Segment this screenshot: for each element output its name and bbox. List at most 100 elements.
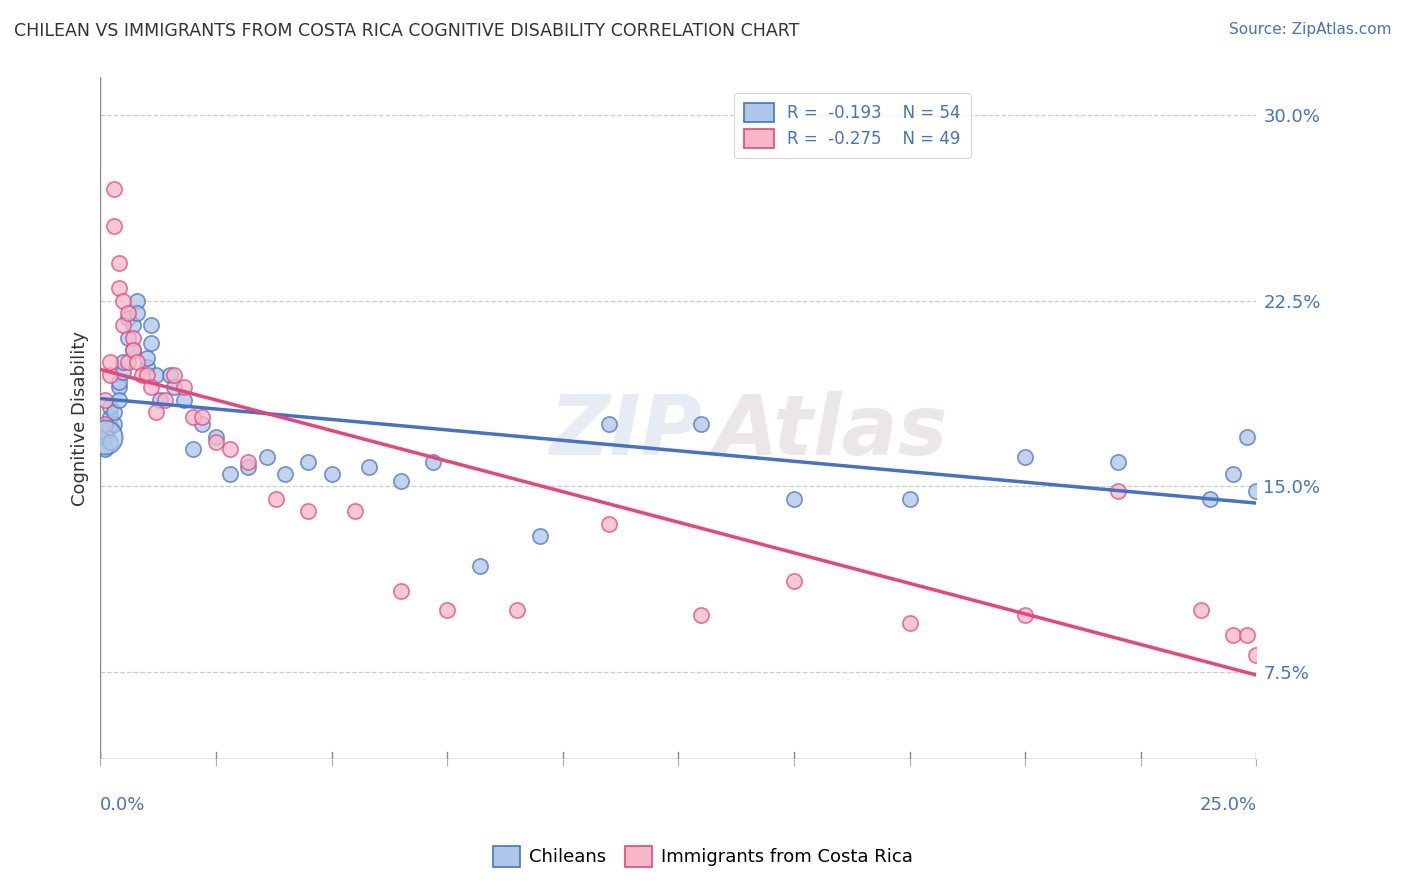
Point [191,417,214,432]
Point [127,355,149,369]
Point [783,491,806,506]
Point [121,343,143,357]
Text: ZIP: ZIP [548,392,702,473]
Point [159,368,181,382]
Point [357,459,380,474]
Point [389,475,412,489]
Point [153,392,176,407]
Point [94,430,117,444]
Text: 25.0%: 25.0% [1199,797,1257,814]
Point [529,529,551,543]
Point [436,603,458,617]
Text: CHILEAN VS IMMIGRANTS FROM COSTA RICA COGNITIVE DISABILITY CORRELATION CHART: CHILEAN VS IMMIGRANTS FROM COSTA RICA CO… [14,22,800,40]
Point [181,442,204,457]
Point [103,182,125,196]
Legend: Chileans, Immigrants from Costa Rica: Chileans, Immigrants from Costa Rica [486,838,920,874]
Point [1315,698,1337,712]
Point [117,355,139,369]
Point [256,450,278,464]
Point [108,392,131,407]
Point [1254,657,1277,672]
Point [117,331,139,345]
Y-axis label: Cognitive Disability: Cognitive Disability [72,331,89,506]
Point [218,442,240,457]
Point [145,368,167,382]
Point [141,335,163,350]
Point [1291,682,1313,697]
Point [238,459,260,474]
Point [1254,484,1277,499]
Point [1246,648,1268,662]
Point [264,491,287,506]
Point [94,392,117,407]
Point [274,467,297,481]
Point [117,310,139,325]
Point [117,306,139,320]
Point [598,417,620,432]
Point [321,467,343,481]
Point [205,434,228,449]
Text: Atlas: Atlas [713,392,948,473]
Point [1222,467,1244,481]
Point [1236,628,1258,642]
Legend: R =  -0.193    N = 54, R =  -0.275    N = 49: R = -0.193 N = 54, R = -0.275 N = 49 [734,93,970,158]
Point [103,219,125,234]
Point [108,380,131,394]
Point [690,417,713,432]
Point [163,368,186,382]
Point [181,410,204,425]
Point [121,318,143,333]
Point [1014,608,1036,623]
Point [145,405,167,419]
Point [112,318,135,333]
Point [1236,430,1258,444]
Point [131,368,153,382]
Point [690,608,713,623]
Point [98,355,121,369]
Point [1222,628,1244,642]
Point [135,351,157,365]
Point [783,574,806,588]
Point [149,392,172,407]
Point [103,405,125,419]
Point [191,410,214,425]
Point [141,318,163,333]
Point [205,430,228,444]
Point [141,380,163,394]
Point [112,355,135,369]
Point [898,615,921,630]
Point [1107,455,1129,469]
Point [468,558,491,573]
Point [127,293,149,308]
Point [135,368,157,382]
Point [112,293,135,308]
Point [108,281,131,295]
Point [1246,484,1268,499]
Point [343,504,366,518]
Point [108,376,131,390]
Point [505,603,527,617]
Point [1199,491,1222,506]
Point [898,491,921,506]
Point [108,256,131,270]
Point [103,417,125,432]
Point [297,455,319,469]
Point [1301,690,1323,705]
Point [422,455,444,469]
Point [163,380,186,394]
Point [1189,603,1212,617]
Point [389,583,412,598]
Point [98,410,121,425]
Point [238,455,260,469]
Point [218,467,240,481]
Point [173,392,195,407]
Point [94,430,117,444]
Point [297,504,319,518]
Text: 0.0%: 0.0% [100,797,146,814]
Point [94,425,117,439]
Point [112,366,135,380]
Point [1107,484,1129,499]
Point [1014,450,1036,464]
Point [94,417,117,432]
Point [98,400,121,414]
